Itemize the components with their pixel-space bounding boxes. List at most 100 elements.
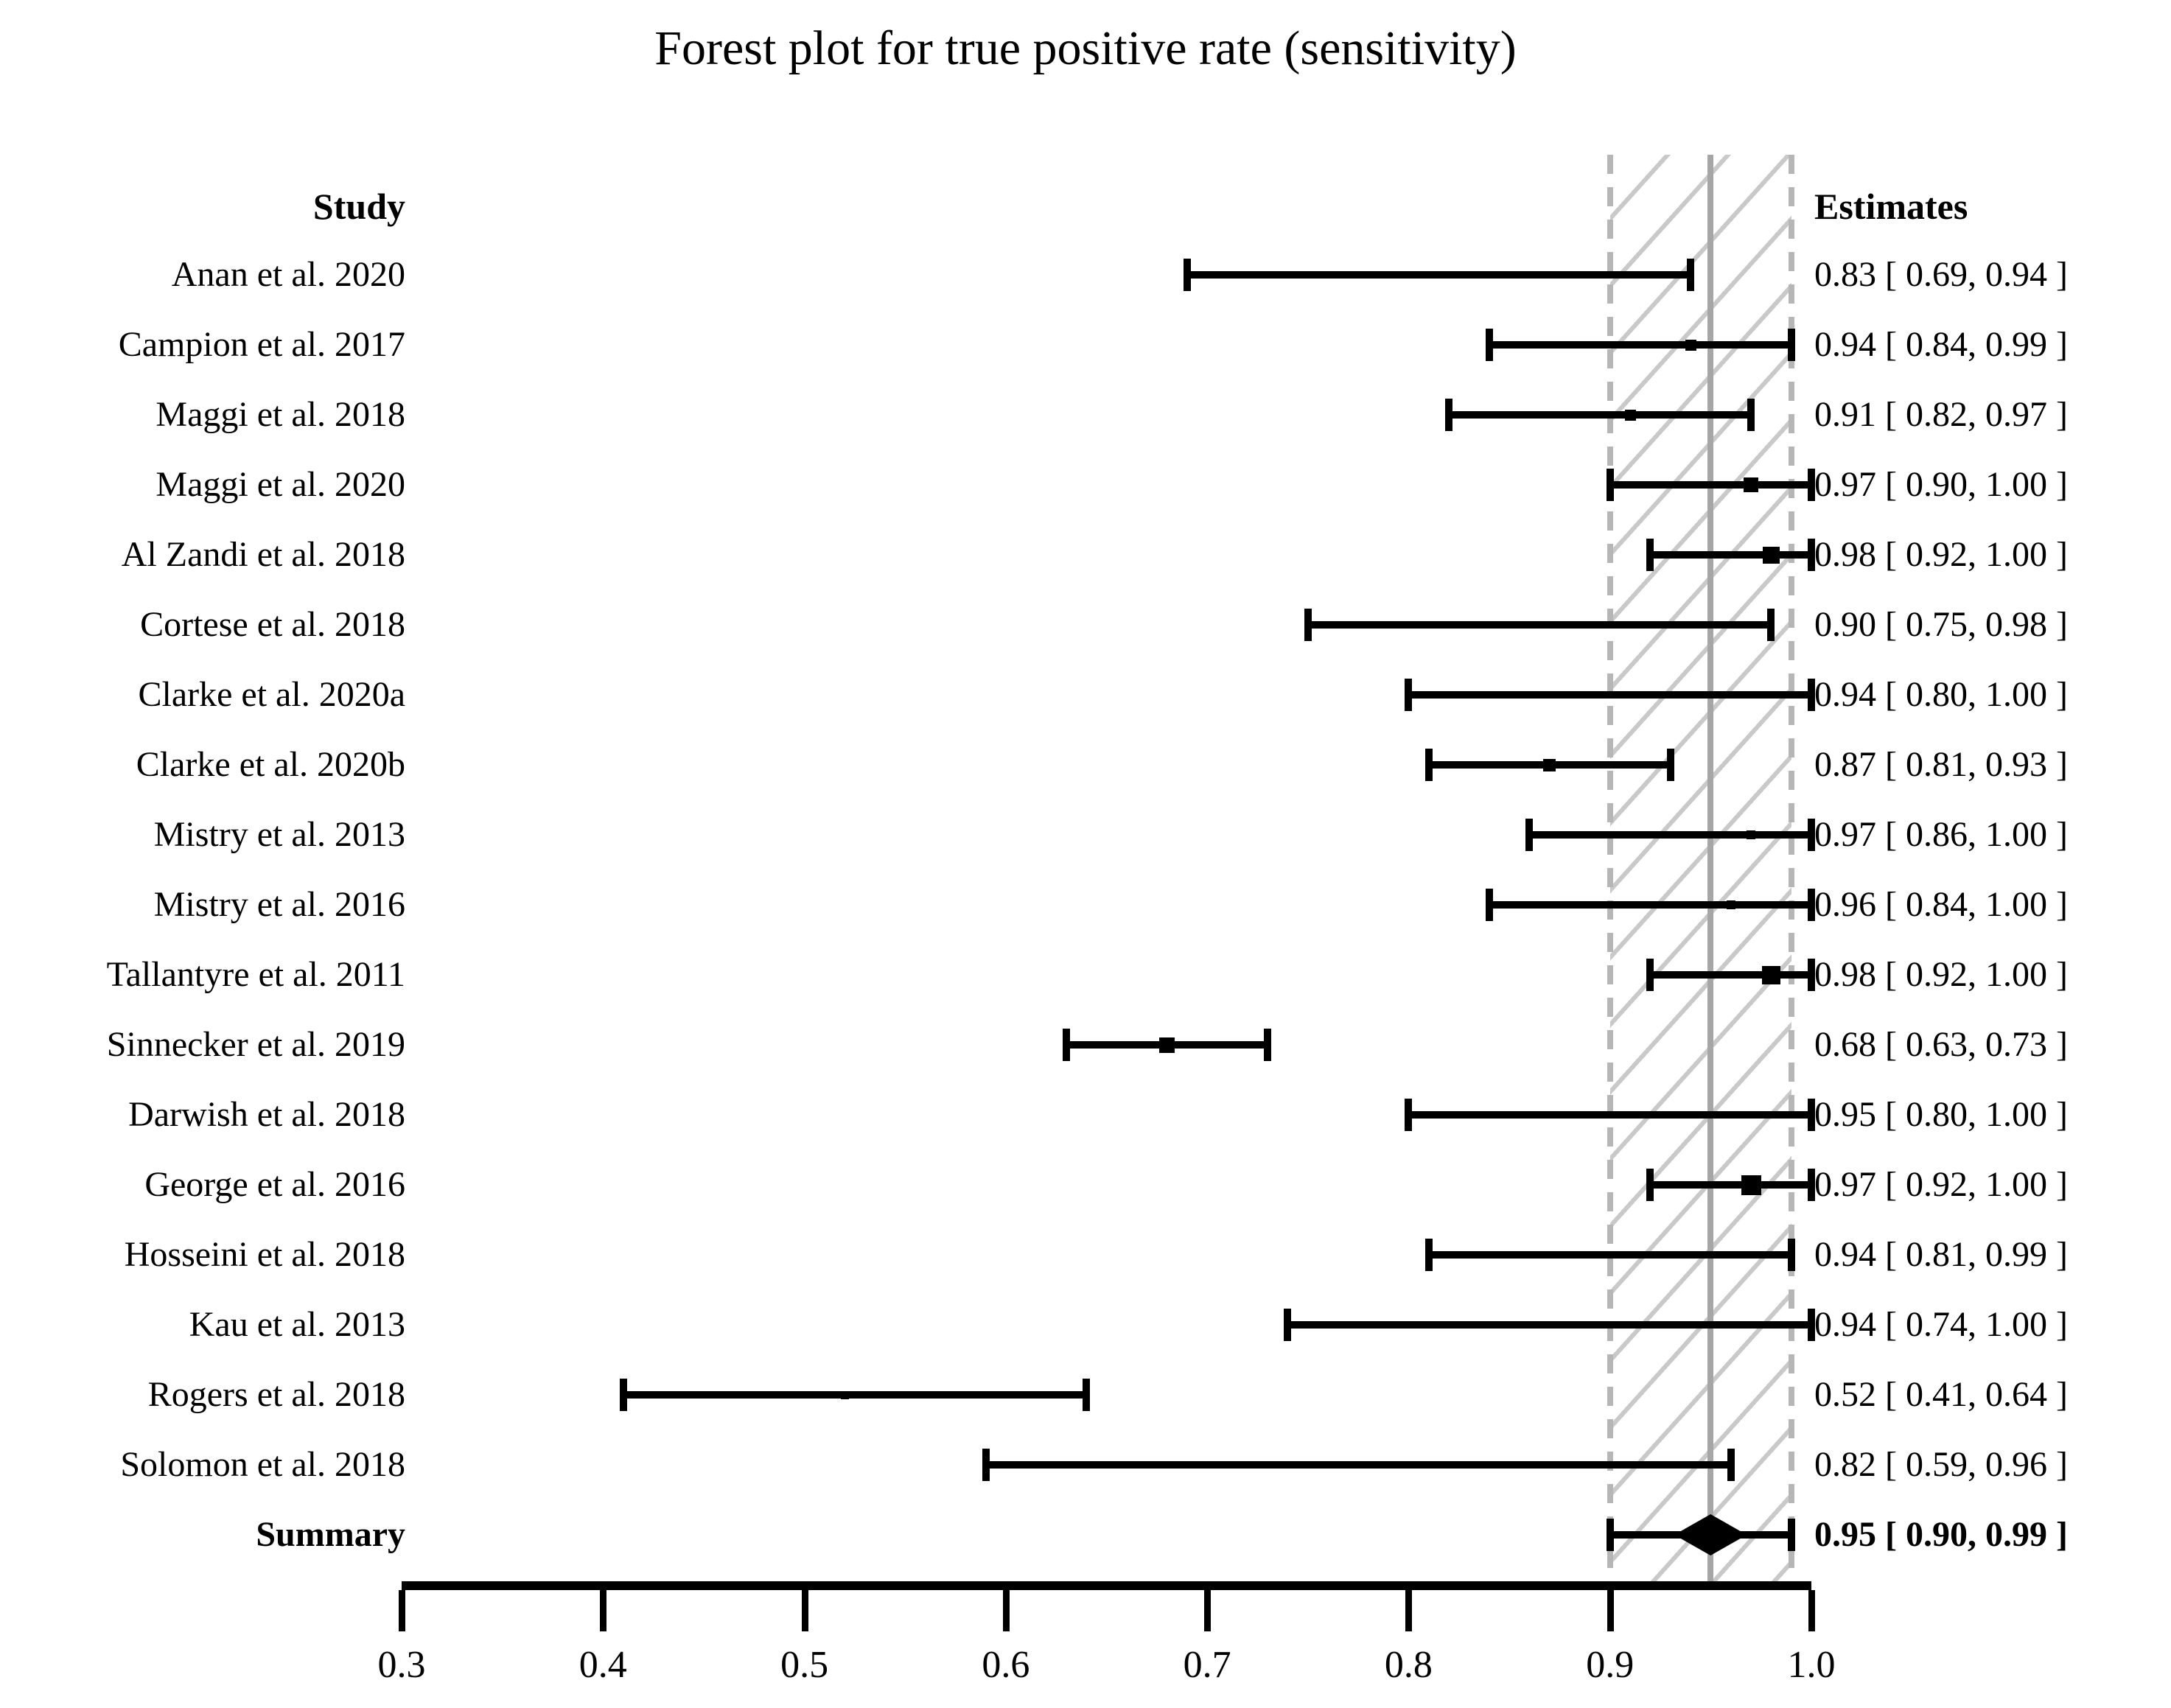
ci-cap-left	[1485, 889, 1493, 921]
summary-band-border-left	[1607, 155, 1613, 1581]
error-bar	[1650, 971, 1811, 979]
ci-cap-left	[1304, 609, 1312, 641]
summary-band-border-right	[1788, 155, 1794, 1581]
estimate-label: 0.83 [ 0.69, 0.94 ]	[1814, 255, 2068, 294]
ci-cap-left	[1405, 1099, 1413, 1131]
point-marker	[1465, 271, 1472, 279]
estimate-label: 0.97 [ 0.86, 1.00 ]	[1814, 815, 2068, 854]
x-axis-tick	[1204, 1590, 1212, 1631]
point-marker	[1607, 621, 1614, 629]
summary-cap-left	[1606, 1519, 1614, 1551]
summary-band-hatch	[1609, 155, 1791, 1581]
point-marker	[1687, 691, 1695, 699]
point-marker	[1741, 1175, 1761, 1195]
study-label: Sinnecker et al. 2019	[106, 1025, 405, 1064]
error-bar	[1650, 551, 1811, 559]
x-axis-tick	[1607, 1590, 1614, 1631]
x-axis-tick-label: 0.6	[982, 1644, 1030, 1686]
estimate-label: 0.82 [ 0.59, 0.96 ]	[1814, 1445, 2068, 1484]
estimate-label: 0.91 [ 0.82, 0.97 ]	[1814, 395, 2068, 434]
ci-cap-left	[1646, 1169, 1654, 1201]
estimate-label: 0.97 [ 0.90, 1.00 ]	[1814, 465, 2068, 504]
estimate-label: 0.94 [ 0.84, 0.99 ]	[1814, 325, 2068, 364]
study-label: Maggi et al. 2018	[155, 395, 405, 434]
error-bar	[1307, 621, 1772, 629]
ci-cap-right	[1808, 1309, 1815, 1341]
x-axis-tick-label: 1.0	[1787, 1644, 1836, 1686]
ci-cap-left	[1284, 1309, 1292, 1341]
summary-center-line	[1707, 155, 1714, 1581]
study-label: Maggi et al. 2020	[155, 465, 405, 504]
x-axis-tick-label: 0.4	[578, 1644, 627, 1686]
estimates-column-header: Estimates	[1814, 186, 1968, 227]
ci-cap-right	[1083, 1379, 1091, 1411]
estimate-label: 0.96 [ 0.84, 1.00 ]	[1814, 885, 2068, 924]
study-label: Solomon et al. 2018	[120, 1445, 405, 1484]
error-bar	[1449, 411, 1751, 419]
estimate-label: 0.87 [ 0.81, 0.93 ]	[1814, 745, 2068, 784]
ci-cap-right	[1264, 1029, 1272, 1061]
study-label: Mistry et al. 2016	[153, 885, 405, 924]
error-bar	[1408, 691, 1811, 699]
estimate-label: 0.97 [ 0.92, 1.00 ]	[1814, 1165, 2068, 1204]
point-marker	[1707, 1111, 1714, 1119]
estimate-label: 0.68 [ 0.63, 0.73 ]	[1814, 1025, 2068, 1064]
error-bar	[1408, 1111, 1811, 1119]
point-marker	[840, 1390, 849, 1399]
ci-cap-left	[619, 1379, 627, 1411]
x-axis-tick	[801, 1590, 808, 1631]
point-marker	[1624, 409, 1636, 421]
point-marker	[1744, 477, 1758, 492]
point-marker	[1762, 546, 1780, 564]
estimate-label: 0.94 [ 0.80, 1.00 ]	[1814, 675, 2068, 714]
ci-cap-left	[1646, 959, 1654, 991]
x-axis-tick	[1002, 1590, 1010, 1631]
estimate-label: 0.94 [ 0.74, 1.00 ]	[1814, 1305, 2068, 1344]
x-axis-tick-label: 0.3	[377, 1644, 426, 1686]
summary-cap-right	[1787, 1519, 1795, 1551]
study-label: Cortese et al. 2018	[140, 605, 405, 644]
study-label: Kau et al. 2013	[189, 1305, 405, 1344]
ci-cap-left	[1525, 819, 1534, 851]
ci-cap-right	[1808, 889, 1815, 921]
study-label: Mistry et al. 2013	[153, 815, 405, 854]
ci-cap-right	[1808, 679, 1815, 711]
ci-cap-right	[1767, 609, 1775, 641]
error-bar	[1529, 831, 1811, 839]
ci-cap-left	[982, 1449, 990, 1481]
ci-cap-right	[1808, 1099, 1815, 1131]
study-label: Darwish et al. 2018	[128, 1095, 405, 1134]
ci-cap-right	[1687, 259, 1695, 291]
study-label: Anan et al. 2020	[171, 255, 405, 294]
estimate-label: 0.52 [ 0.41, 0.64 ]	[1814, 1375, 2068, 1414]
error-bar	[1489, 341, 1791, 349]
x-axis-tick-label: 0.5	[780, 1644, 829, 1686]
x-axis-tick	[1808, 1590, 1815, 1631]
error-bar	[623, 1391, 1087, 1399]
study-label: Clarke et al. 2020a	[138, 675, 405, 714]
estimate-label: 0.95 [ 0.80, 1.00 ]	[1814, 1095, 2068, 1134]
ci-cap-right	[1727, 1449, 1735, 1481]
ci-cap-left	[1424, 749, 1433, 781]
point-marker	[1687, 1251, 1694, 1259]
study-label: Al Zandi et al. 2018	[121, 535, 405, 574]
point-marker	[1158, 1037, 1175, 1053]
ci-cap-right	[1666, 749, 1674, 781]
study-label: Rogers et al. 2018	[147, 1375, 405, 1414]
study-label: Hosseini et al. 2018	[124, 1235, 405, 1274]
ci-cap-left	[1424, 1239, 1433, 1271]
summary-label: Summary	[256, 1515, 405, 1554]
ci-cap-right	[1747, 399, 1755, 431]
ci-cap-left	[1485, 329, 1493, 361]
error-bar	[1650, 1181, 1811, 1189]
estimate-label: 0.98 [ 0.92, 1.00 ]	[1814, 535, 2068, 574]
study-column-header: Study	[312, 186, 405, 227]
point-marker	[1726, 900, 1735, 909]
study-label: George et al. 2016	[144, 1165, 405, 1204]
ci-cap-right	[1808, 1169, 1815, 1201]
summary-estimate-label: 0.95 [ 0.90, 0.99 ]	[1814, 1515, 2068, 1554]
point-marker	[1747, 830, 1755, 839]
x-axis-tick-label: 0.7	[1183, 1644, 1231, 1686]
